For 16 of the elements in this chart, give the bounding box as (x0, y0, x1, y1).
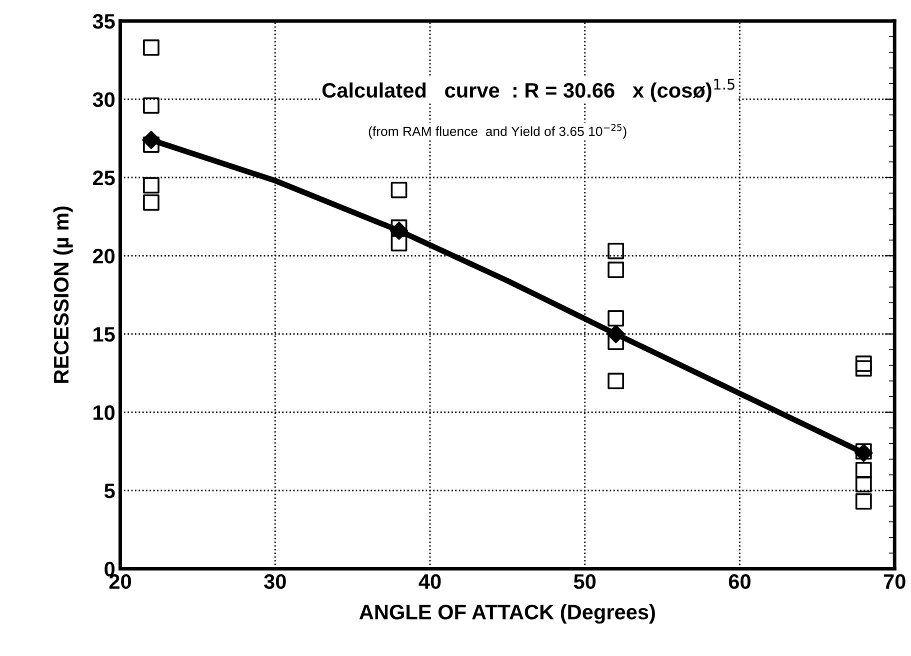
x-tick-label: 30 (264, 574, 286, 589)
y-tick-label: 25 (92, 170, 115, 186)
y-axis-title: RECESSION (µ m) (53, 206, 73, 383)
y-tick-label: 20 (92, 248, 115, 264)
y-tick-label: 30 (92, 92, 115, 108)
x-tick-label: 60 (728, 574, 750, 589)
y-tick-label: 5 (104, 484, 115, 498)
y-tick-label: 10 (94, 405, 115, 420)
x-tick-label: 70 (884, 574, 906, 589)
x-axis-title: ANGLE OF ATTACK (Degrees) (359, 604, 655, 624)
y-tick-label: 35 (92, 14, 115, 29)
annotation: (from RAM fluence and Yield of 3.65 10$^{−25}$) (368, 124, 626, 139)
x-tick-label: 50 (574, 574, 596, 589)
x-tick-label: 40 (418, 574, 441, 589)
annotation: Calculated curve : R = 30.66 x (cosø)$^{1.5}$ (322, 78, 734, 102)
y-tick-label: 15 (94, 327, 115, 342)
